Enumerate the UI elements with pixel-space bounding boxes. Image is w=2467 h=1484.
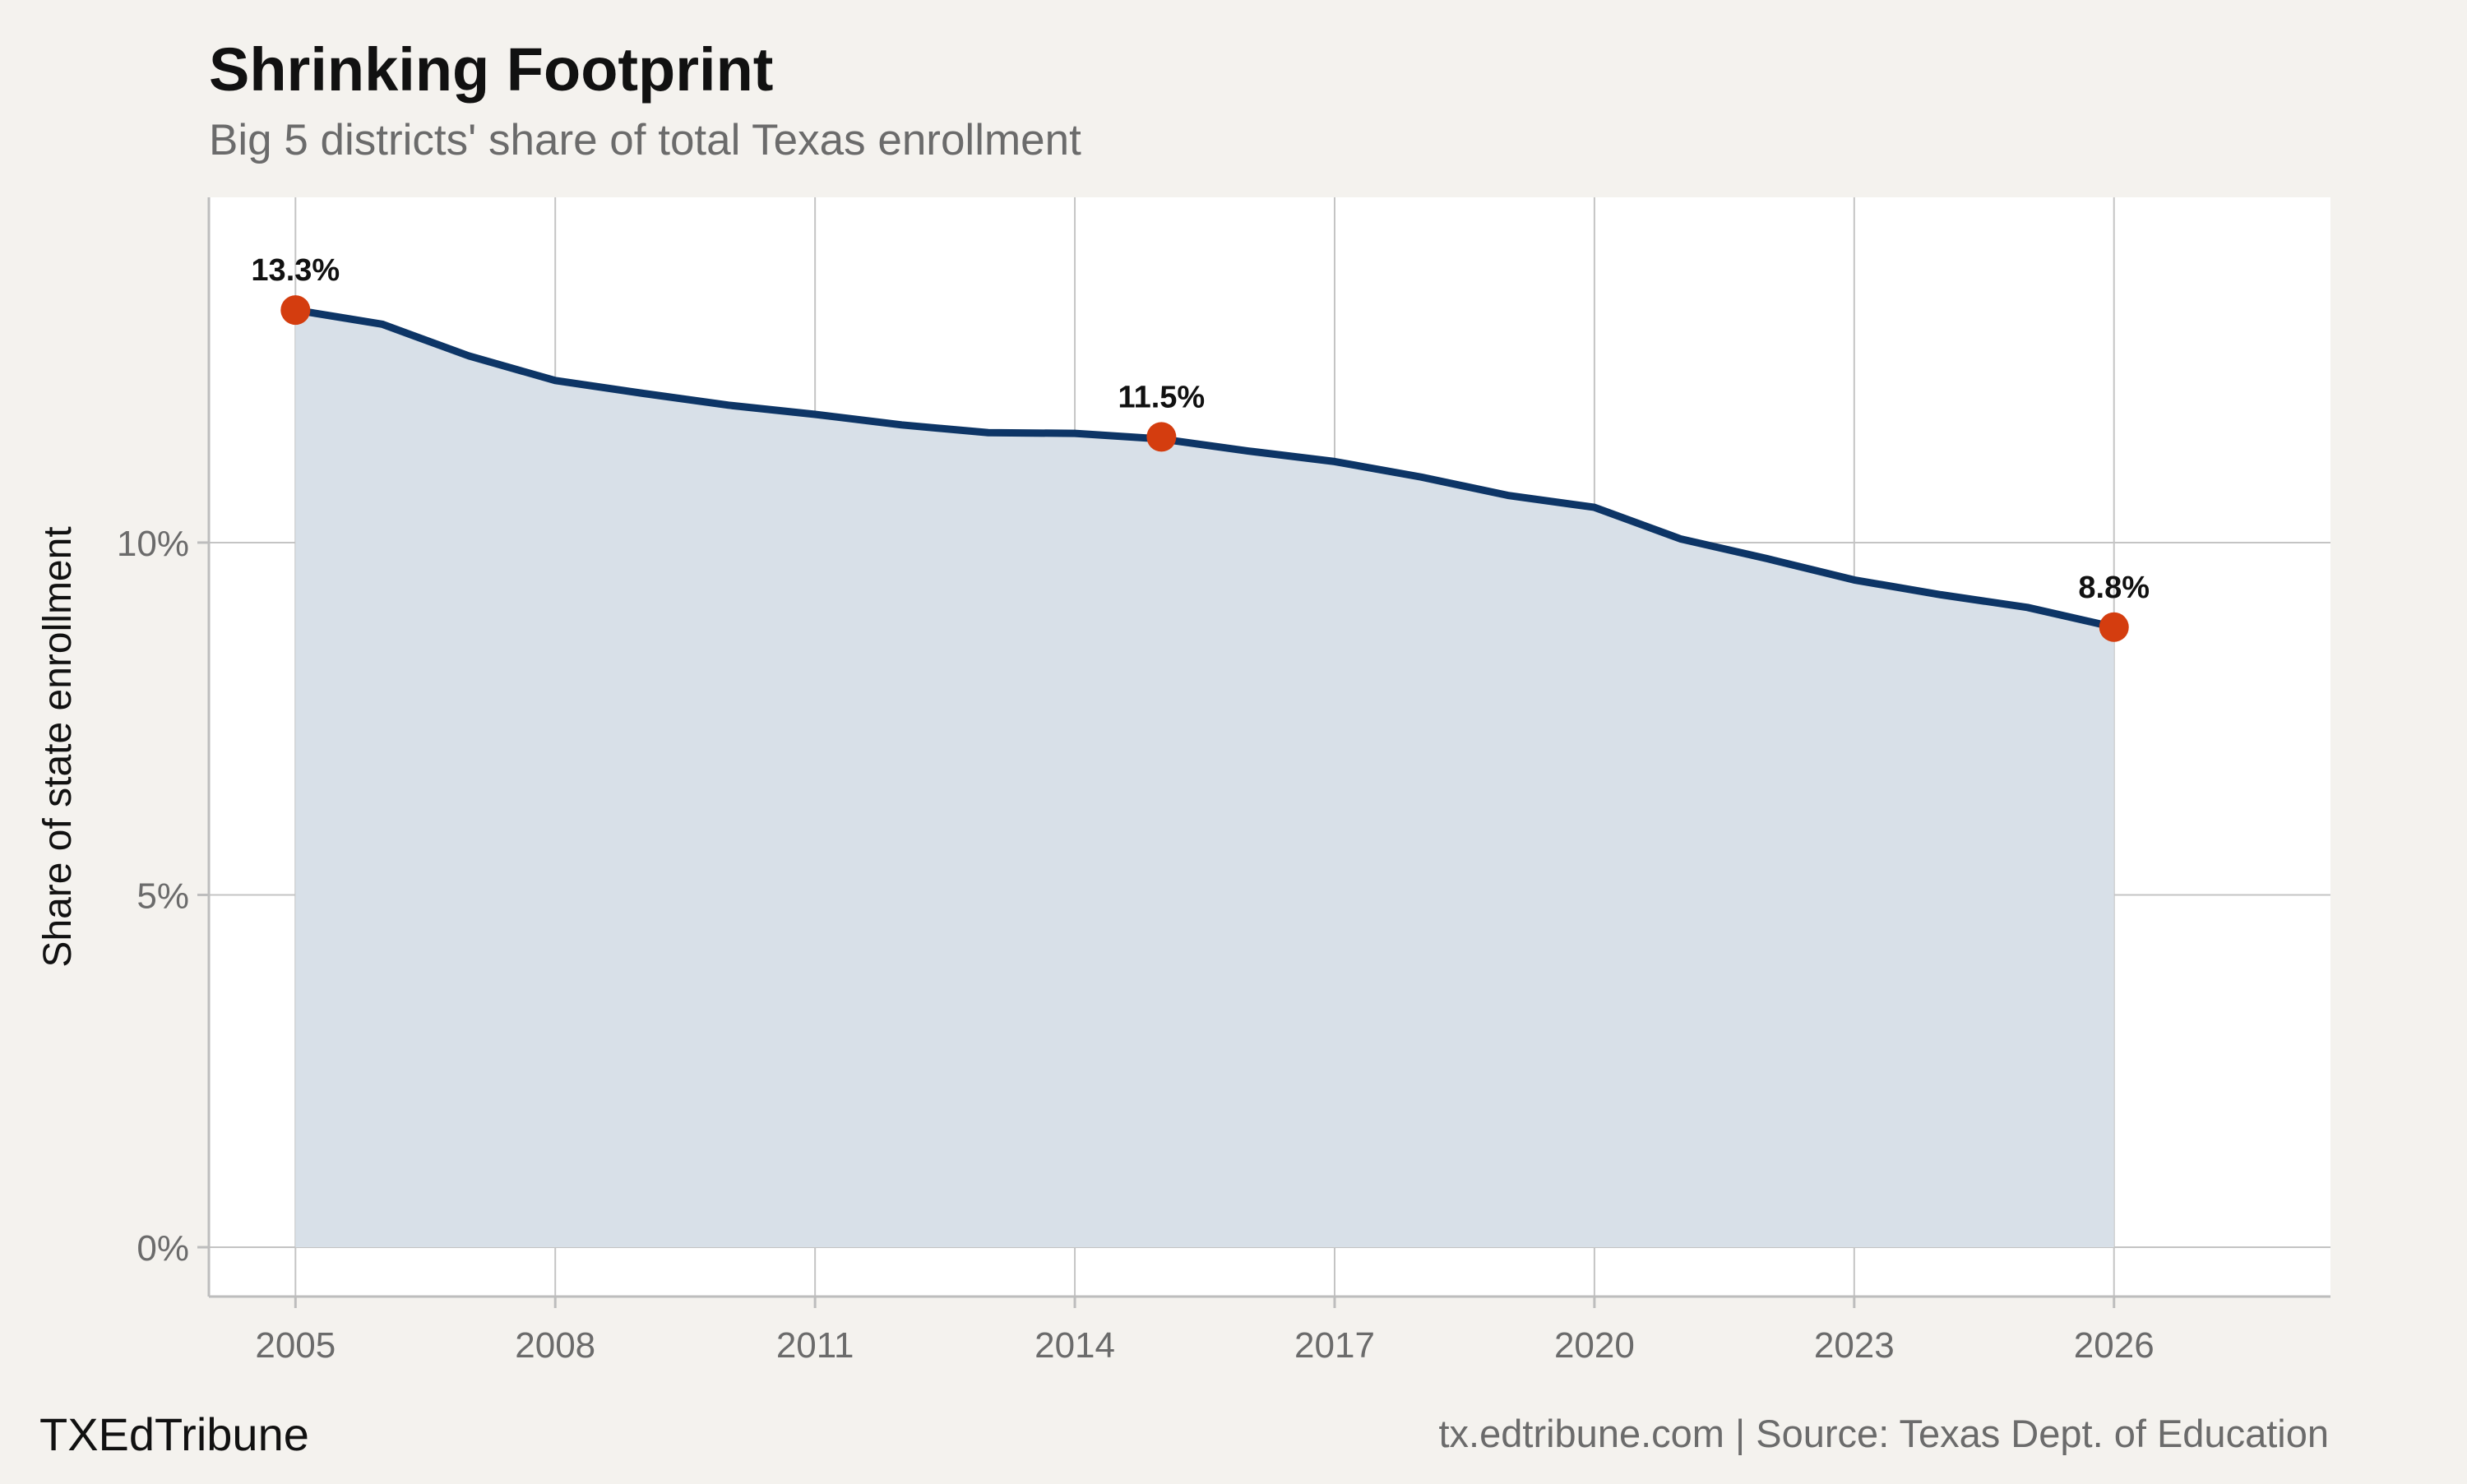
data-label: 11.5% — [1118, 380, 1206, 414]
x-tick-label: 2017 — [1294, 1325, 1375, 1366]
y-tick-label: 5% — [137, 876, 189, 916]
highlight-point — [1146, 422, 1177, 452]
highlight-point — [280, 295, 311, 326]
source-credit: tx.edtribune.com | Source: Texas Dept. o… — [1438, 1412, 2330, 1455]
y-tick-label: 0% — [137, 1228, 189, 1269]
brand-logo-text: TXEdTribune — [39, 1408, 309, 1460]
series-line — [291, 306, 2118, 631]
x-tick-label: 2026 — [2074, 1325, 2155, 1366]
x-tick-label: 2005 — [255, 1325, 336, 1366]
chart-title: Shrinking Footprint — [209, 35, 774, 104]
area-fill — [295, 310, 2114, 1248]
data-label: 8.8% — [2078, 571, 2150, 605]
data-label: 13.3% — [251, 253, 340, 288]
x-tick-label: 2014 — [1034, 1325, 1115, 1366]
highlight-point — [2099, 612, 2129, 642]
x-tick-label: 2011 — [776, 1325, 854, 1366]
y-tick-label: 10% — [117, 524, 189, 564]
x-tick-label: 2020 — [1554, 1325, 1635, 1366]
x-tick-label: 2008 — [515, 1325, 595, 1366]
y-axis-title: Share of state enrollment — [36, 526, 80, 967]
chart-subtitle: Big 5 districts' share of total Texas en… — [209, 116, 1081, 164]
x-tick-label: 2023 — [1814, 1325, 1895, 1366]
